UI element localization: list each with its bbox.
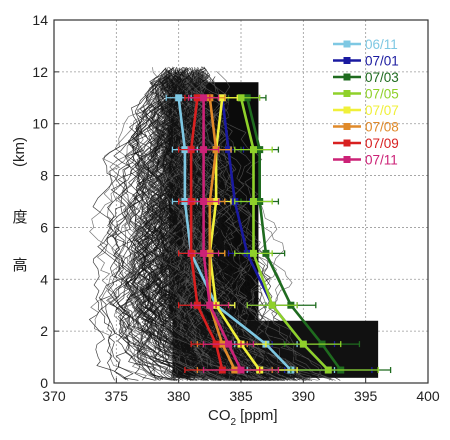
background-profile	[128, 73, 226, 381]
data-point	[200, 146, 208, 154]
legend-swatch-marker	[343, 123, 351, 130]
series-07-11	[187, 94, 280, 374]
legend-item: 06/11	[333, 37, 398, 52]
data-point	[175, 94, 183, 102]
x-tick-label: 400	[416, 388, 440, 404]
background-profile	[124, 77, 232, 381]
legend-item: 07/03	[333, 70, 399, 85]
y-tick-label: 6	[40, 219, 48, 235]
legend-item: 07/07	[333, 103, 399, 118]
data-point	[249, 146, 257, 154]
legend-swatch-marker	[343, 57, 351, 64]
x-axis-title-unit: [ppm]	[240, 407, 278, 424]
legend-label: 07/11	[365, 153, 398, 168]
x-axis-title-main: CO	[208, 407, 231, 424]
legend-swatch-marker	[343, 106, 351, 114]
background-profile	[130, 75, 219, 381]
legend-item: 07/08	[333, 120, 399, 135]
legend-swatch-marker	[343, 90, 351, 97]
background-profile	[119, 80, 266, 381]
background-profile	[114, 73, 222, 381]
data-point	[237, 94, 245, 102]
data-point	[268, 301, 276, 309]
legend-item: 07/05	[333, 87, 399, 102]
background-profile	[131, 70, 232, 381]
legend-label: 06/11	[365, 37, 398, 52]
data-point	[200, 198, 208, 205]
legend-swatch-marker	[343, 40, 351, 48]
y-axis-unit: (km)	[11, 137, 28, 167]
legend-label: 07/09	[365, 136, 399, 151]
legend-item: 07/09	[333, 136, 399, 151]
legend-swatch-marker	[343, 139, 351, 147]
legend-label: 07/07	[365, 103, 399, 118]
x-axis-title-subscript: 2	[231, 417, 237, 428]
legend-label: 07/01	[365, 54, 399, 69]
background-profile	[156, 70, 294, 381]
x-tick-label: 375	[105, 388, 129, 404]
background-profile	[161, 71, 230, 381]
background-profile	[185, 76, 258, 381]
x-tick-label: 380	[167, 388, 191, 404]
background-profile	[164, 72, 305, 381]
y-axis-title-char-2: 度	[12, 209, 27, 226]
axis-ticks: 370 375 380 385 390 395 400 0 2 4 6 8 10 12 14	[32, 12, 439, 404]
y-tick-label: 2	[40, 323, 48, 339]
y-tick-label: 14	[32, 12, 48, 28]
y-tick-label: 10	[32, 116, 48, 132]
data-point	[299, 340, 307, 348]
data-point	[200, 249, 208, 257]
background-profile	[159, 72, 236, 381]
data-point	[324, 366, 332, 374]
background-profiles	[88, 66, 379, 381]
x-axis-title: CO2 [ppm]	[208, 407, 278, 428]
x-tick-label: 385	[229, 388, 253, 404]
data-point	[249, 249, 257, 257]
legend-label: 07/08	[365, 120, 399, 135]
background-profile	[131, 70, 193, 381]
y-tick-label: 0	[40, 375, 48, 391]
data-point	[200, 94, 208, 102]
background-profile	[198, 72, 305, 381]
y-tick-label: 12	[32, 64, 48, 80]
series-07-05	[221, 94, 379, 374]
legend-label: 07/05	[365, 87, 399, 102]
legend-item: 07/11	[333, 153, 398, 168]
x-tick-label: 395	[354, 388, 378, 404]
background-profile	[120, 67, 229, 381]
background-profile	[184, 79, 282, 381]
legend-label: 07/03	[365, 70, 399, 85]
background-profile	[170, 72, 262, 381]
y-axis-title-char-1: 高	[12, 257, 27, 274]
data-point	[225, 340, 233, 348]
y-tick-label: 4	[40, 271, 48, 287]
background-profile	[92, 70, 181, 380]
data-point	[206, 301, 214, 309]
series-layer	[165, 94, 392, 374]
background-profile	[161, 76, 253, 381]
legend-swatch-marker	[343, 156, 351, 163]
x-tick-label: 370	[42, 388, 66, 404]
y-tick-label: 8	[40, 168, 48, 184]
data-point	[249, 198, 257, 205]
legend-swatch-marker	[343, 73, 351, 81]
background-profile	[134, 73, 225, 381]
background-profile	[192, 70, 310, 381]
x-tick-label: 390	[292, 388, 316, 404]
legend-item: 07/01	[333, 54, 399, 69]
data-point	[237, 366, 245, 374]
background-profile	[198, 70, 332, 381]
